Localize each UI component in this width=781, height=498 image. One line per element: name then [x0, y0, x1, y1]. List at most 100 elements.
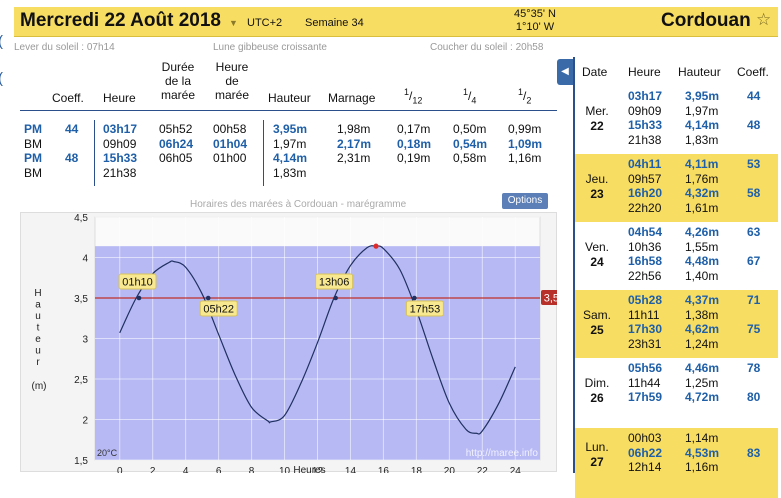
- time-callout: [199, 300, 238, 317]
- tide-curve: [119, 245, 516, 435]
- day-name: Dim. 26: [575, 376, 619, 405]
- day-row[interactable]: Mer. 22 03h17 3,95m 09h09 1,97m 15h33 4,14m 21h3…: [575, 86, 778, 154]
- time-callout-label: 01h10: [122, 277, 153, 289]
- day-row[interactable]: Lun. 27 00h03 1,14m 06h22 4,53m 12h14 1,16m 83: [575, 428, 778, 498]
- entry-coeff: 53: [747, 157, 761, 171]
- entry-time: 16h20: [628, 186, 663, 200]
- tide-duration: 06h24: [159, 136, 194, 151]
- time-callout: [118, 273, 157, 290]
- quarter-column: 0,50m 0,54m 0,58m: [453, 122, 487, 166]
- entry-height: 4,72m: [685, 390, 720, 404]
- entry-time: 04h54: [628, 225, 663, 239]
- entry-height: 1,40m: [685, 268, 719, 283]
- tide-duration: 05h52: [159, 122, 193, 136]
- entry-height: 1,16m: [685, 460, 719, 474]
- entry-coeff: 71: [747, 293, 761, 307]
- entry-time: 11h44: [628, 375, 661, 390]
- twelfth-column: 0,17m 0,18m 0,19m: [397, 122, 431, 166]
- week-number: Semaine 34: [305, 17, 364, 29]
- day-of-week: Ven.: [584, 240, 610, 254]
- tide-quarter: 0,58m: [453, 151, 487, 165]
- y-axis-label-letter: u: [35, 346, 41, 357]
- col-header-coeff: Coeff.: [52, 91, 84, 105]
- x-tick-label: 10: [279, 466, 291, 473]
- y-tick-label: 4,5: [74, 213, 88, 224]
- entry-time: 05h28: [628, 293, 663, 307]
- y-tick-label: 2: [82, 416, 88, 427]
- heure-column: 03h17 09h09 15h33 21h38: [103, 122, 137, 180]
- entry-time: 17h59: [628, 390, 663, 404]
- longitude: 1°10' W: [515, 21, 555, 33]
- day-number: 22: [590, 118, 604, 133]
- entry-time: 15h33: [628, 118, 663, 132]
- entry-height: 4,53m: [685, 445, 720, 460]
- tide-twelfth: 0,17m: [397, 122, 431, 136]
- entry-height: 1,25m: [685, 375, 719, 390]
- coordinates: 45°35' N 1°10' W: [514, 8, 556, 34]
- rp-header-hauteur: Hauteur: [678, 65, 721, 79]
- y-tick-label: 2,5: [74, 375, 88, 386]
- tide-time: 03h17: [103, 122, 138, 136]
- entry-time: 05h56: [628, 361, 663, 375]
- entry-height: 4,48m: [685, 254, 720, 268]
- entry-time: 09h09: [628, 103, 662, 118]
- entry-height: 4,46m: [685, 361, 720, 375]
- day-row[interactable]: Ven. 24 04h54 4,26m 10h36 1,55m 16h58 4,48m 22h5…: [575, 222, 778, 290]
- day-name: Lun. 27: [575, 440, 619, 469]
- tide-chart: 1,522,533,544,50 2 4 6 8 10 12 14 16 18 20 22 2401h1…: [32, 213, 557, 473]
- tide-type: PM: [24, 151, 42, 165]
- day-row[interactable]: Sam. 25 05h28 4,37m 11h11 1,38m 17h30 4,62m 23h3…: [575, 290, 778, 358]
- day-of-week: Mer.: [585, 104, 609, 118]
- date-title[interactable]: Mercredi 22 Août 2018: [20, 10, 221, 31]
- threshold-label: 3,50m: [544, 293, 557, 305]
- table-divider: [20, 110, 557, 111]
- entry-height: 1,24m: [685, 336, 719, 351]
- day-name: Sam. 25: [575, 308, 619, 337]
- x-tick-label: 12: [312, 466, 324, 473]
- day-row[interactable]: Jeu. 23 04h11 4,11m 09h57 1,76m 16h20 4,32m 22h2…: [575, 154, 778, 222]
- time-callout-label: 13h06: [319, 277, 350, 289]
- x-tick-label: 16: [378, 466, 390, 473]
- entry-coeff: 48: [747, 118, 761, 132]
- y-axis-label-letter: t: [37, 323, 40, 334]
- x-tick-label: 4: [183, 466, 189, 473]
- y-axis-label-letter: a: [35, 300, 41, 311]
- duree-column: 05h52 06h24 06h05: [159, 122, 193, 166]
- tide-time: 09h09: [103, 136, 137, 151]
- day-number: 24: [590, 254, 604, 269]
- y-axis-unit: (m): [32, 381, 47, 392]
- entry-time: 00h03: [628, 431, 662, 445]
- day-row[interactable]: Dim. 26 05h56 4,46m 11h44 1,25m 17h59 4,72m 78 80: [575, 358, 778, 428]
- day-of-week: Dim.: [584, 376, 610, 390]
- tide-coeff: 48: [65, 151, 79, 165]
- chevron-down-icon[interactable]: ▼: [229, 18, 238, 28]
- heure-maree-column: 00h58 01h04 01h00: [213, 122, 247, 166]
- col-header-twelfth: 1/12: [404, 87, 423, 106]
- y-axis-label-letter: r: [36, 357, 40, 368]
- day-name: Ven. 24: [575, 240, 619, 269]
- sunrise-info: Lever du soleil : 07h14: [14, 42, 115, 53]
- favorite-star-icon[interactable]: ☆: [756, 10, 772, 29]
- day-number: 27: [590, 454, 604, 469]
- column-divider: [94, 120, 95, 186]
- day-of-week: Jeu.: [585, 172, 609, 186]
- entry-time: 16h58: [628, 254, 663, 268]
- temperature-label: 20°C: [97, 448, 118, 458]
- y-tick-label: 3: [82, 335, 88, 346]
- tide-height: 1,83m: [273, 165, 307, 180]
- high-tide-marker: [373, 243, 379, 249]
- place-name[interactable]: Cordouan: [661, 10, 751, 31]
- tide-height: 3,95m: [273, 122, 308, 136]
- day-name: Jeu. 23: [575, 172, 619, 201]
- entry-time: 03h17: [628, 89, 663, 103]
- utc-offset: UTC+2: [247, 17, 283, 29]
- options-button[interactable]: Options: [502, 193, 548, 209]
- tide-quarter: 0,50m: [453, 122, 487, 136]
- tide-height: 4,14m: [273, 151, 308, 165]
- x-tick-label: 0: [117, 466, 123, 473]
- collapse-arrow-icon[interactable]: ◀: [557, 59, 573, 85]
- tide-hour: 01h04: [213, 136, 248, 151]
- x-tick-label: 22: [477, 466, 489, 473]
- edge-bracket-icon: (: [0, 70, 3, 87]
- entry-time: 06h22: [628, 445, 663, 460]
